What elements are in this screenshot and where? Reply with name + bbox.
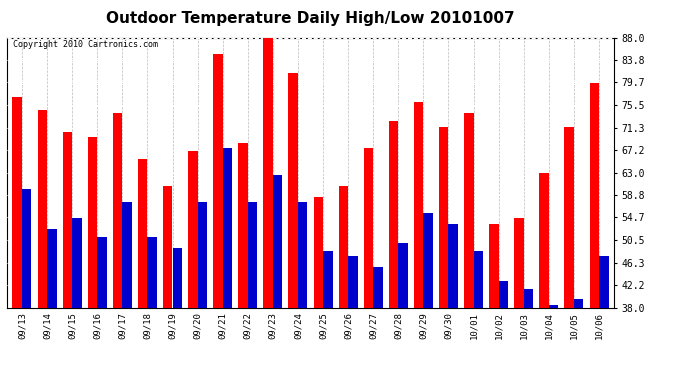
Bar <box>549 305 558 308</box>
Bar <box>414 102 424 308</box>
Bar <box>489 224 499 308</box>
Bar <box>599 256 609 307</box>
Bar <box>72 218 81 308</box>
Bar <box>63 132 72 308</box>
Bar <box>273 175 282 308</box>
Bar <box>464 113 473 308</box>
Text: Outdoor Temperature Daily High/Low 20101007: Outdoor Temperature Daily High/Low 20101… <box>106 11 515 26</box>
Bar <box>188 151 197 308</box>
Bar <box>172 248 182 308</box>
Bar <box>323 251 333 308</box>
Bar <box>364 148 373 308</box>
Text: Copyright 2010 Cartronics.com: Copyright 2010 Cartronics.com <box>13 40 158 49</box>
Bar <box>313 197 323 308</box>
Bar <box>424 213 433 308</box>
Bar <box>388 121 398 308</box>
Bar <box>138 159 148 308</box>
Bar <box>88 137 97 308</box>
Bar <box>499 280 509 308</box>
Bar <box>148 237 157 308</box>
Bar <box>163 186 172 308</box>
Bar <box>298 202 308 308</box>
Bar <box>574 299 584 307</box>
Bar <box>439 127 449 308</box>
Bar <box>448 224 458 308</box>
Bar <box>12 97 22 308</box>
Bar <box>47 229 57 308</box>
Bar <box>37 110 47 308</box>
Bar <box>398 243 408 308</box>
Bar <box>373 267 383 308</box>
Bar <box>564 127 574 308</box>
Bar <box>112 113 122 308</box>
Bar <box>589 83 599 308</box>
Bar <box>22 189 32 308</box>
Bar <box>524 289 533 308</box>
Bar <box>473 251 483 308</box>
Bar <box>339 186 348 308</box>
Bar <box>213 54 223 307</box>
Bar <box>288 73 298 308</box>
Bar <box>248 202 257 308</box>
Bar <box>540 172 549 308</box>
Bar <box>348 256 357 307</box>
Bar <box>97 237 107 308</box>
Bar <box>197 202 207 308</box>
Bar <box>264 38 273 308</box>
Bar <box>223 148 233 308</box>
Bar <box>514 218 524 308</box>
Bar <box>238 143 248 308</box>
Bar <box>122 202 132 308</box>
